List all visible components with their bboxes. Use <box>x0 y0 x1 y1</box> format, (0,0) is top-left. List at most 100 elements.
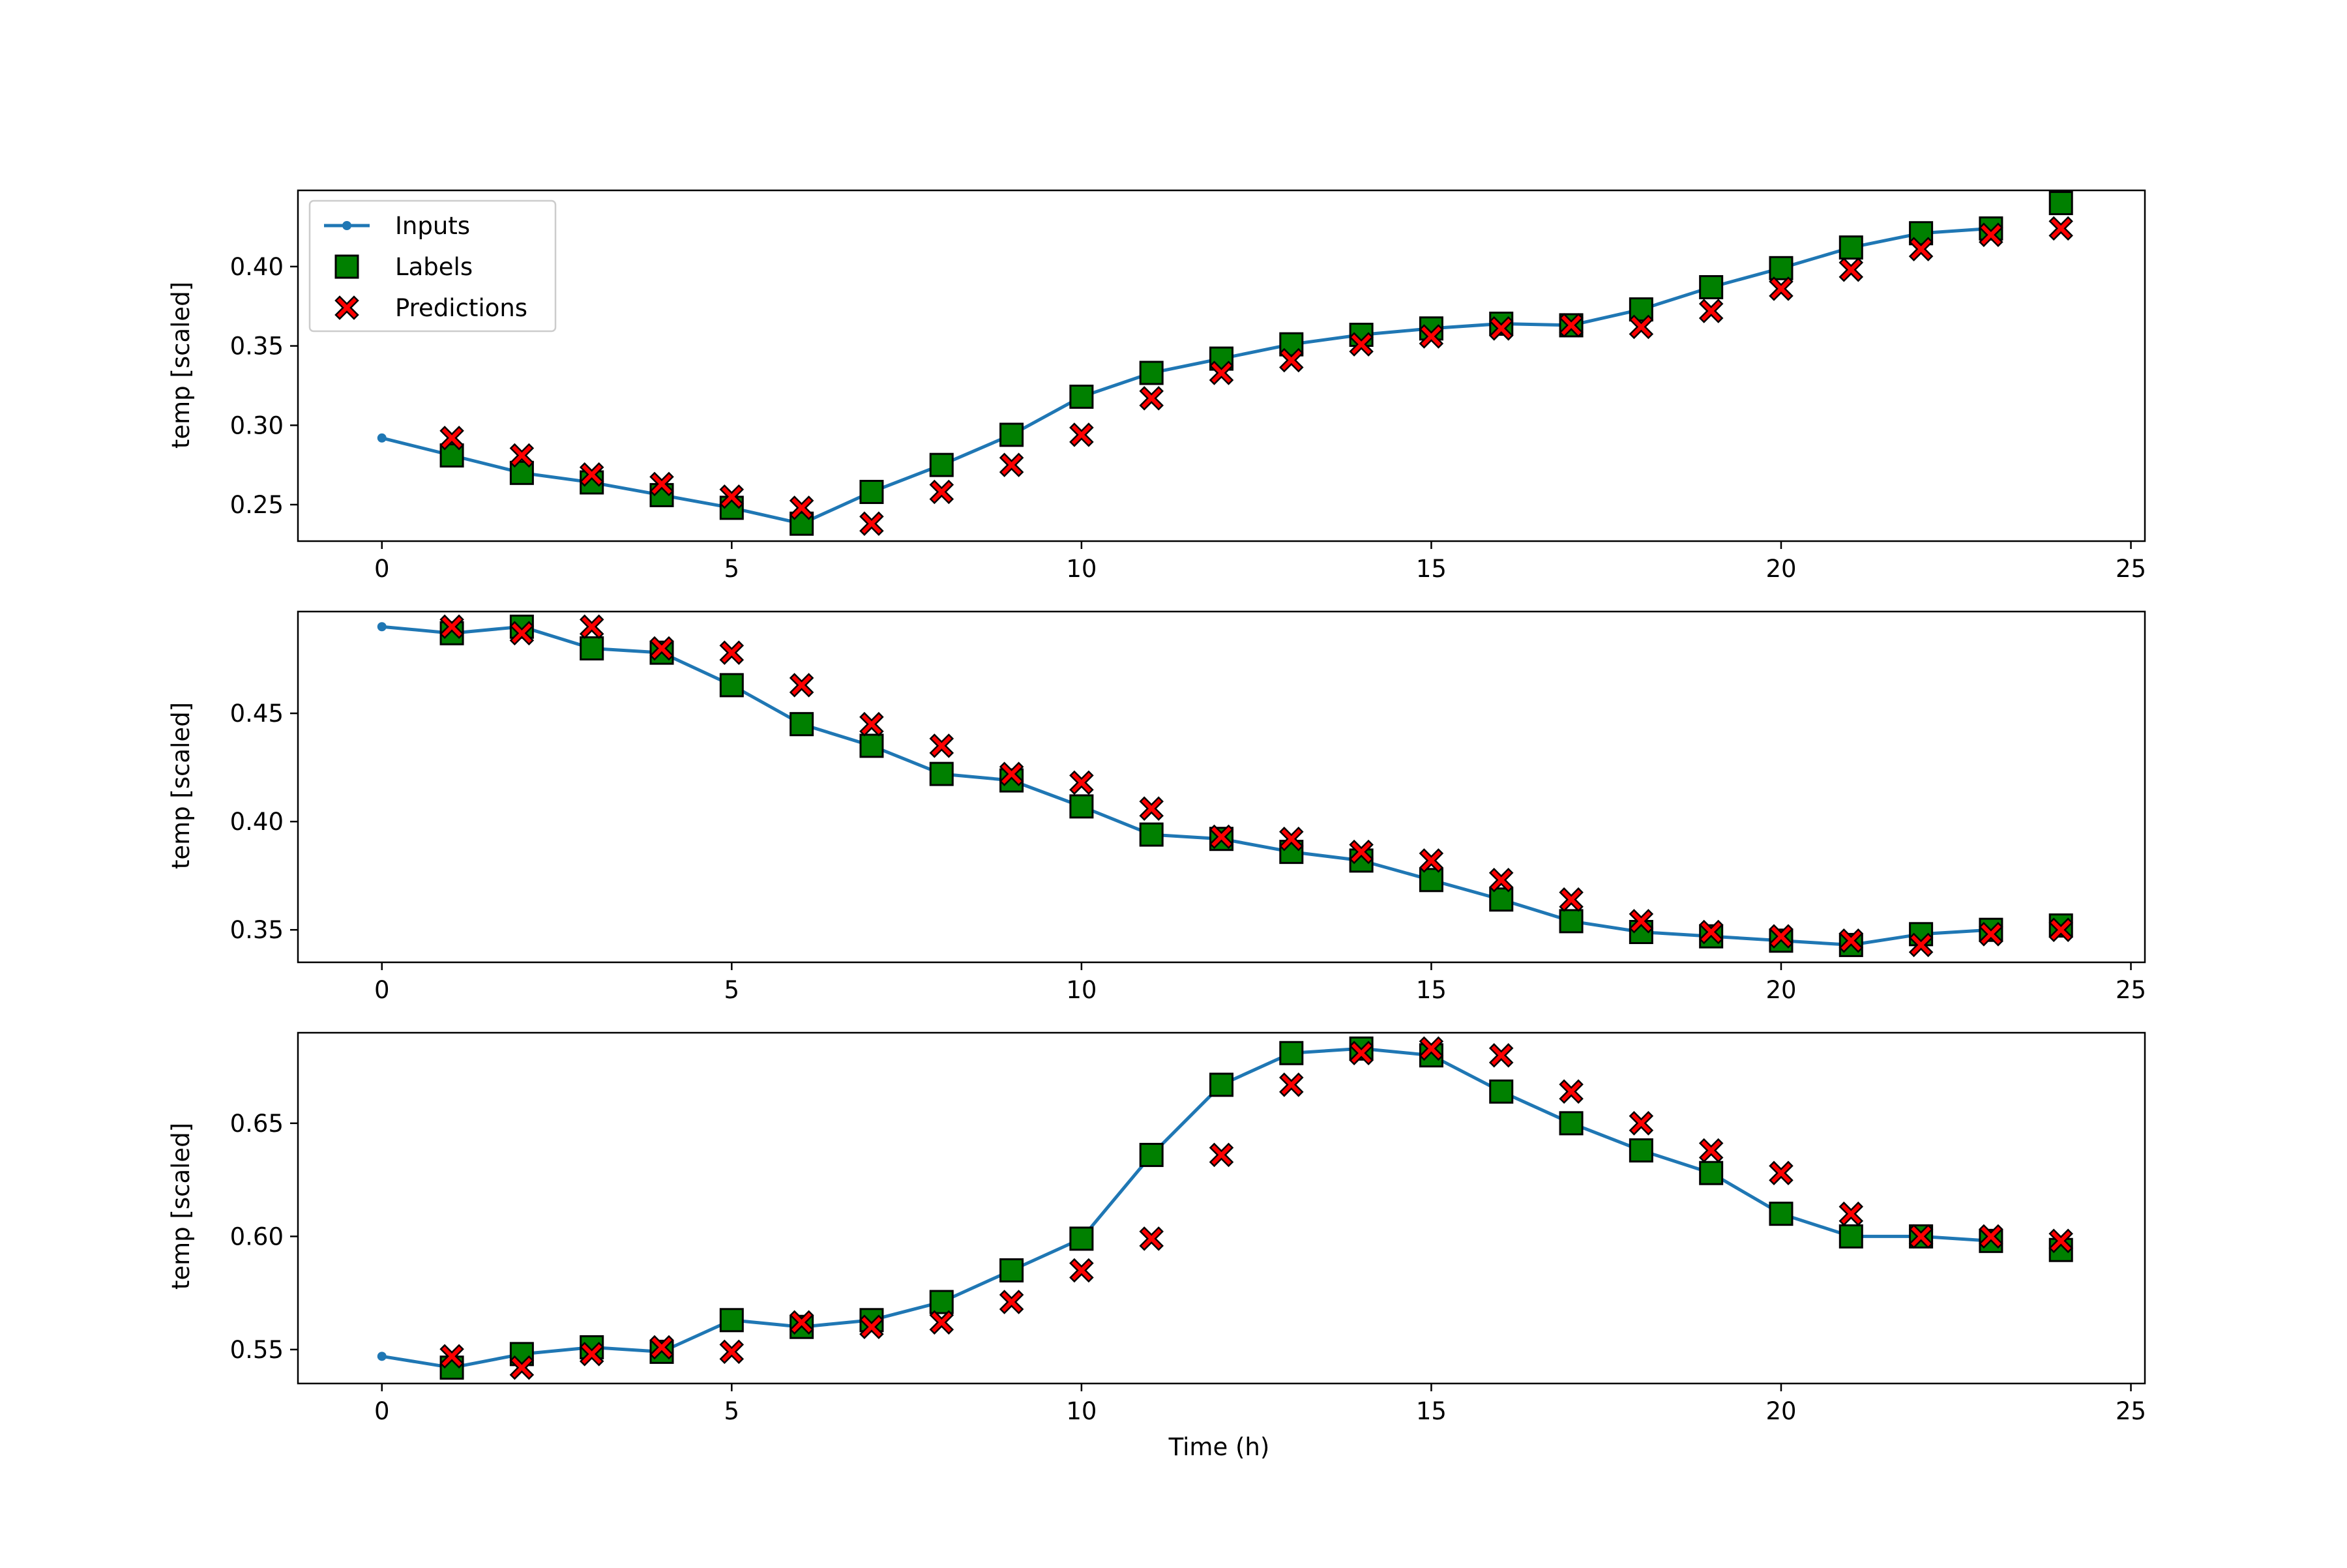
panel-2-x-tick-label: 10 <box>1066 976 1097 1004</box>
panel-3-labels-point <box>1209 1072 1233 1097</box>
panel-1-labels-point <box>929 452 954 477</box>
panel-3-predictions-point <box>579 1342 604 1367</box>
panel-3-y-tick-label: 0.60 <box>230 1222 284 1250</box>
panel-3-labels-point <box>999 1258 1024 1282</box>
panel-2-predictions-point <box>1069 770 1094 795</box>
legend-predictions-marker <box>334 295 359 320</box>
panel-3-labels-point <box>1069 1226 1094 1251</box>
panel-2-predictions-point <box>1769 924 1793 949</box>
panel-1-predictions-point <box>789 496 814 520</box>
panel-3-x-tick-label: 10 <box>1066 1397 1097 1425</box>
panel-3-labels-point <box>1559 1111 1584 1136</box>
panel-2-labels-point <box>1559 909 1584 934</box>
panel-1-predictions-point <box>1908 237 1934 261</box>
panel-2-predictions-point <box>1908 932 1934 958</box>
panel-3-labels-point <box>929 1290 954 1314</box>
panel-1-labels-point <box>999 422 1024 447</box>
panel-3-x-tick-label: 15 <box>1416 1397 1447 1425</box>
panel-2-predictions-point <box>1279 826 1304 851</box>
panel-1-x-tick-label: 5 <box>724 555 740 583</box>
panel-1-y-tick-label: 0.25 <box>230 491 284 519</box>
panel-1-predictions-point <box>1488 316 1514 341</box>
panel-2-predictions-point <box>649 636 674 661</box>
legend-labels-marker <box>334 254 359 279</box>
panel-2-predictions-point <box>859 711 884 737</box>
panel-2-predictions-point <box>439 614 464 639</box>
panel-2-predictions-point <box>579 614 604 639</box>
panel-2-labels-point <box>1419 868 1443 893</box>
panel-3-predictions-point <box>929 1310 954 1335</box>
panel-2-predictions-point <box>1629 909 1654 934</box>
panel-1-labels-point <box>1069 384 1094 409</box>
panel-3-y-tick-label: 0.65 <box>230 1110 284 1138</box>
legend-box <box>308 200 557 333</box>
panel-2-labels-point <box>1489 887 1514 912</box>
panel-3-predictions-point <box>1979 1224 2003 1249</box>
panel-2-inputs-point <box>377 622 387 632</box>
panel-2-data-layer <box>377 614 2073 958</box>
panel-3-predictions-point <box>789 1310 814 1335</box>
panel-1-predictions-point <box>1419 324 1444 349</box>
panel-1-data-layer <box>377 190 2073 536</box>
panel-1-predictions-point <box>1069 422 1094 447</box>
panel-3-labels-point <box>1139 1142 1164 1167</box>
panel-2-labels-point <box>859 733 884 758</box>
panel-3-predictions-point <box>1629 1111 1654 1136</box>
panel-2-labels-point <box>929 762 954 786</box>
panel-3-labels-point <box>1699 1161 1724 1185</box>
panel-1-x-tick-label: 20 <box>1765 555 1796 583</box>
panel-1-predictions-point <box>1209 361 1234 385</box>
panel-2-predictions-point <box>1698 919 1724 945</box>
panel-1-labels-point <box>1699 274 1724 299</box>
panel-1-predictions-point <box>1279 348 1304 373</box>
panel-1-predictions-point <box>999 452 1024 477</box>
panel-2-ylabel: temp [scaled] <box>167 702 195 869</box>
panel-2-x-tick-label: 5 <box>724 976 740 1004</box>
panel-2-y-tick-label: 0.35 <box>230 916 284 944</box>
panel-2-x-tick-label: 15 <box>1416 976 1447 1004</box>
panel-1-predictions-point <box>929 479 954 505</box>
panel-3-predictions-point <box>1698 1138 1724 1163</box>
panel-1-x-tick-label: 15 <box>1416 555 1447 583</box>
panel-1-predictions-point <box>1349 332 1374 357</box>
panel-2-predictions-point <box>1209 824 1234 850</box>
panel-2-labels-point <box>790 712 814 737</box>
panel-1-predictions-point <box>509 443 535 468</box>
panel-1-labels-point <box>2048 190 2073 215</box>
panel-1-predictions-point <box>1629 314 1654 340</box>
panel-2-predictions-point <box>1979 922 2003 947</box>
panel-1-predictions-point <box>579 462 604 487</box>
panel-3-predictions-point <box>1419 1036 1444 1061</box>
panel-3-labels-point <box>1629 1138 1653 1162</box>
panel-3-inputs-point <box>377 1352 387 1361</box>
panel-3-predictions-point <box>649 1335 674 1360</box>
panel-3-labels-point <box>1838 1224 1863 1249</box>
panel-2-predictions-point <box>509 621 535 645</box>
panel-1-y-tick-label: 0.35 <box>230 333 284 361</box>
panel-2-plot-frame <box>297 610 2146 964</box>
panel-2-predictions-point <box>1419 848 1444 873</box>
legend-inputs-marker <box>342 221 351 230</box>
panel-1-predictions-point <box>1139 386 1164 411</box>
legend-predictions-text: Predictions <box>395 294 527 322</box>
panel-3-labels-point <box>1769 1202 1793 1226</box>
panel-3-predictions-point <box>859 1314 884 1339</box>
panel-3-predictions-point <box>999 1290 1024 1314</box>
panel-1-inputs-point <box>377 433 387 443</box>
panel-1-inputs-line <box>380 226 1993 525</box>
panel-3-data-layer <box>377 1036 2073 1380</box>
panel-3-y-tick-label: 0.55 <box>230 1336 284 1364</box>
panel-3-inputs-line <box>380 1046 1993 1370</box>
panel-3-ylabel: temp [scaled] <box>167 1123 195 1290</box>
panel-1-labels-point <box>1769 256 1793 280</box>
panel-3-predictions-point <box>1279 1072 1304 1097</box>
panel-1-predictions-point <box>1559 313 1584 338</box>
panel-1-predictions-point <box>719 484 745 509</box>
panel-3-labels-point <box>719 1308 744 1333</box>
panel-2-predictions-point <box>2048 917 2073 942</box>
panel-3-predictions-point <box>1349 1041 1374 1065</box>
panel-1-y-tick-label: 0.40 <box>230 253 284 281</box>
panel-3-predictions-point <box>1838 1201 1864 1226</box>
